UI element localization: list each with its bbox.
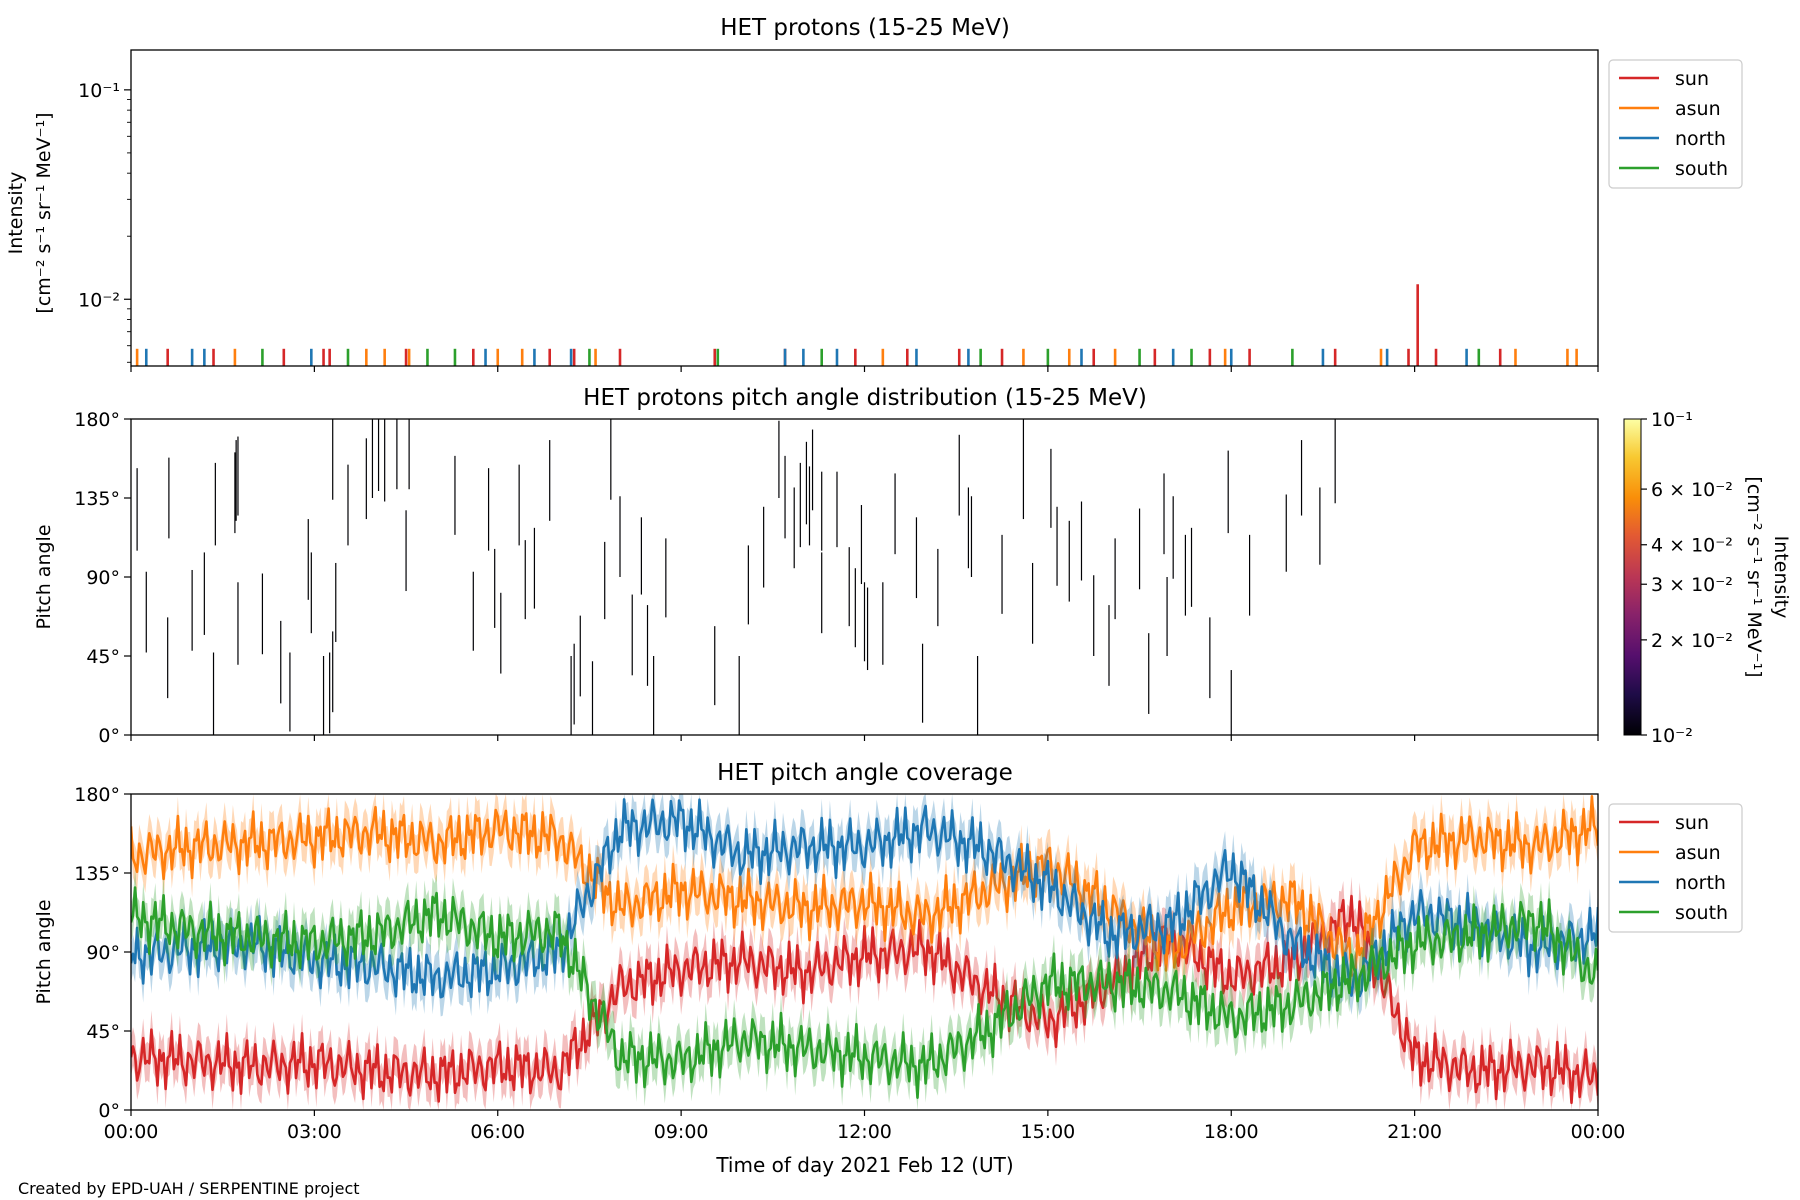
legend-label: north: [1675, 128, 1726, 150]
pad-panel-title: HET protons pitch angle distribution (15…: [583, 385, 1147, 411]
legend-entry-north: north: [1619, 128, 1726, 150]
x-tick-label: 09:00: [654, 1121, 709, 1143]
legend-entry-south: south: [1619, 158, 1728, 180]
x-tick-label: 15:00: [1020, 1121, 1075, 1143]
coverage-x-ticks: 00:00 03:00 06:00 09:00 12:00 15:00 18:00 21:00…: [104, 1110, 1626, 1143]
y-tick-label: 0°: [98, 1100, 120, 1122]
legend-entry-north: north: [1619, 872, 1726, 894]
colorbar-label-units: [cm⁻² s⁻¹ sr⁻¹ MeV⁻¹]: [1743, 476, 1765, 677]
x-tick-label: 12:00: [837, 1121, 892, 1143]
legend-label: sun: [1675, 812, 1709, 834]
intensity-panel: HET protons (15-25 MeV) 10⁻¹ 10⁻² Intensi…: [5, 15, 1743, 372]
x-tick-label: 03:00: [287, 1121, 342, 1143]
colorbar-ticks: 10⁻¹ 6 × 10⁻² 4 × 10⁻² 3 × 10⁻² 2 × 10⁻² 10⁻²: [1641, 409, 1733, 747]
pad-plot-area: [136, 419, 1336, 735]
legend-label: asun: [1675, 842, 1721, 864]
colorbar-tick-label: 2 × 10⁻²: [1651, 630, 1733, 652]
coverage-line-sun: [131, 894, 1598, 1105]
x-tick-label: 18:00: [1204, 1121, 1259, 1143]
legend-entry-asun: asun: [1619, 842, 1721, 864]
legend-entry-sun: sun: [1619, 812, 1709, 834]
intensity-y-ticks: 10⁻¹ 10⁻²: [78, 80, 131, 363]
legend-label: asun: [1675, 98, 1721, 120]
x-axis-label: Time of day 2021 Feb 12 (UT): [715, 1153, 1013, 1177]
coverage-panel-title: HET pitch angle coverage: [717, 760, 1013, 786]
intensity-x-ticks: [130, 366, 1599, 372]
y-tick-label: 0°: [98, 725, 120, 747]
x-tick-label: 00:00: [1571, 1121, 1626, 1143]
colorbar-tick-label: 4 × 10⁻²: [1651, 535, 1733, 557]
intensity-panel-title: HET protons (15-25 MeV): [720, 15, 1010, 41]
colorbar-label: Intensity: [1770, 536, 1792, 619]
legend-label: sun: [1675, 68, 1709, 90]
y-tick-label: 135°: [74, 863, 120, 885]
pad-y-label: Pitch angle: [33, 524, 55, 629]
intensity-plot-area: [135, 284, 1578, 366]
x-tick-label: 00:00: [104, 1121, 159, 1143]
y-tick-label: 45°: [86, 646, 120, 668]
y-tick-label: 90°: [86, 942, 120, 964]
legend-label: north: [1675, 872, 1726, 894]
y-tick-label: 45°: [86, 1021, 120, 1043]
coverage-y-label: Pitch angle: [33, 899, 55, 1004]
colorbar: [1623, 418, 1642, 736]
footer-credit: Created by EPD-UAH / SERPENTINE project: [18, 1179, 360, 1198]
coverage-plot-area: [131, 794, 1598, 1110]
pad-y-ticks: 0° 45° 90° 135° 180°: [74, 409, 131, 747]
y-tick-label: 90°: [86, 567, 120, 589]
pitch-angle-distribution-panel: HET protons pitch angle distribution (15…: [33, 385, 1792, 747]
colorbar-tick-label: 6 × 10⁻²: [1651, 479, 1733, 501]
coverage-y-ticks: 0° 45° 90° 135° 180°: [74, 784, 131, 1122]
legend-entry-south: south: [1619, 902, 1728, 924]
coverage-line-south: [131, 886, 1598, 1099]
legend-label: south: [1675, 158, 1728, 180]
coverage-legend: sun asun north south: [1608, 803, 1743, 933]
colorbar-tick-label: 10⁻²: [1651, 725, 1693, 747]
y-tick-label: 135°: [74, 488, 120, 510]
legend-label: south: [1675, 902, 1728, 924]
intensity-y-label-units: [cm⁻² s⁻¹ sr⁻¹ MeV⁻¹]: [33, 112, 55, 313]
coverage-band-north: [131, 794, 1598, 1017]
y-tick-label: 180°: [74, 409, 120, 431]
legend-entry-sun: sun: [1619, 68, 1709, 90]
legend-entry-asun: asun: [1619, 98, 1721, 120]
coverage-line-north: [131, 798, 1598, 999]
pad-x-ticks: [130, 735, 1599, 741]
x-tick-label: 06:00: [470, 1121, 525, 1143]
y-tick-label: 10⁻¹: [78, 80, 120, 102]
x-tick-label: 21:00: [1387, 1121, 1442, 1143]
pitch-angle-coverage-panel: HET pitch angle coverage 0° 45° 90° 135° 180…: [33, 760, 1743, 1143]
intensity-y-label: Intensity: [5, 172, 27, 255]
colorbar-tick-label: 10⁻¹: [1651, 409, 1693, 431]
colorbar-tick-label: 3 × 10⁻²: [1651, 574, 1733, 596]
y-tick-label: 10⁻²: [78, 289, 120, 311]
y-tick-label: 180°: [74, 784, 120, 806]
intensity-legend: sun asun north south: [1608, 59, 1743, 189]
